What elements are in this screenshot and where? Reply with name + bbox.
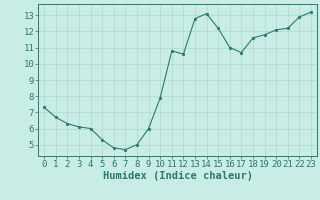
X-axis label: Humidex (Indice chaleur): Humidex (Indice chaleur)	[103, 171, 252, 181]
